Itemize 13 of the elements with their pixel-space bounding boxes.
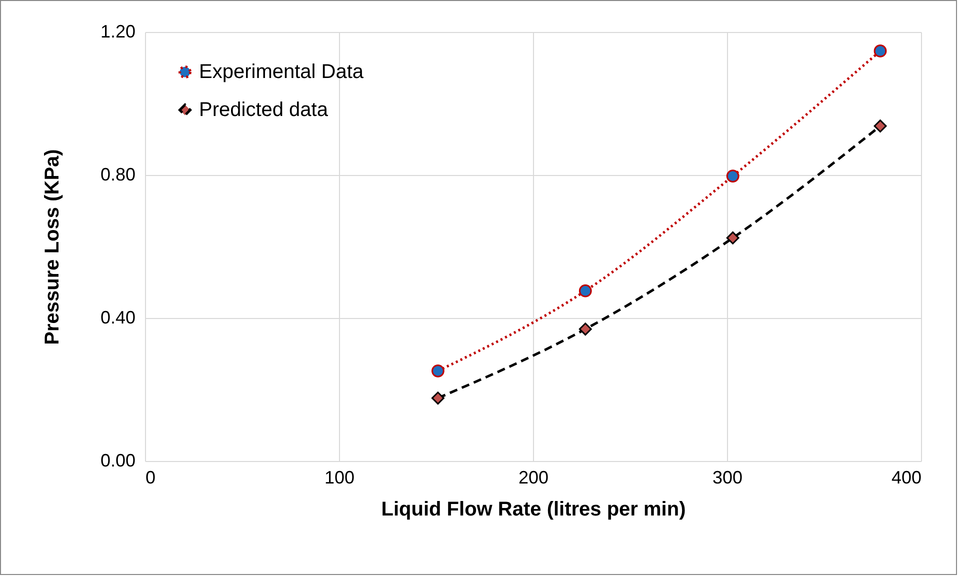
- x-tick-label: 100: [324, 468, 355, 488]
- x-tick-label: 0: [146, 468, 156, 488]
- x-tick-label: 400: [891, 468, 922, 488]
- x-axis-title: Liquid Flow Rate (litres per min): [381, 498, 686, 520]
- x-tick-label: 200: [518, 468, 549, 488]
- y-tick-label: 0.80: [100, 164, 136, 184]
- x-tick-label: 300: [712, 468, 743, 488]
- y-tick-label: 0.00: [100, 450, 136, 470]
- legend-label: Experimental Data: [199, 61, 364, 83]
- y-tick-label: 1.20: [100, 22, 136, 42]
- y-axis-title: Pressure Loss (KPa): [41, 149, 64, 345]
- y-tick-label: 0.40: [100, 308, 136, 328]
- legend-label: Predicted data: [199, 99, 329, 121]
